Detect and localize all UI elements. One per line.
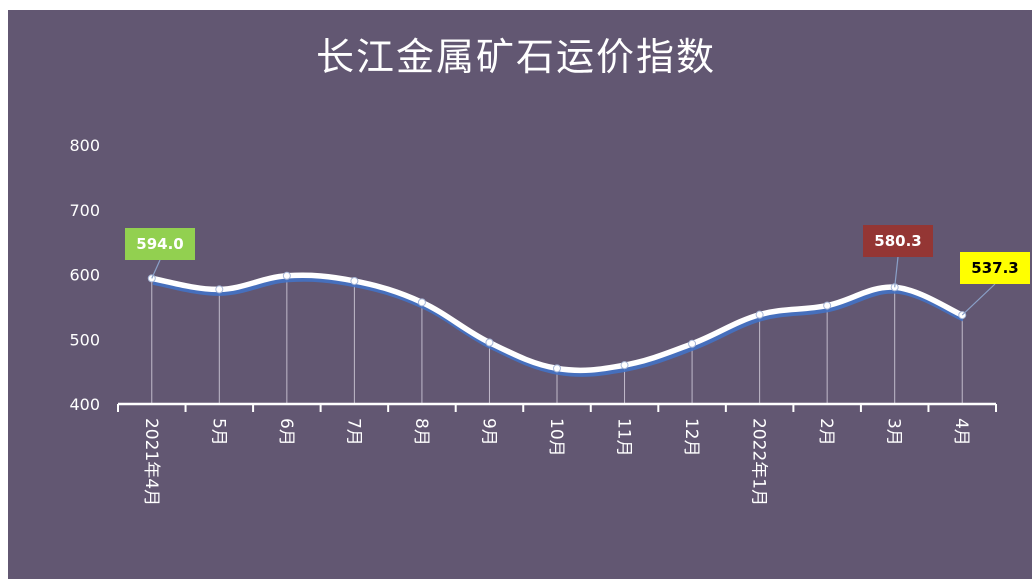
data-label-box [960, 252, 1030, 284]
label-leader-line [961, 283, 996, 316]
x-tick-label: 2021年4月 [141, 418, 161, 506]
label-leader-line [894, 256, 899, 288]
chart-title: 长江金属矿石运价指数 [315, 35, 716, 79]
y-tick-label: 700 [69, 201, 100, 220]
series-line [149, 272, 965, 374]
x-tick-label: 6月 [276, 418, 296, 446]
data-point [215, 285, 224, 294]
series-line-shadow [152, 274, 966, 377]
x-tick-label: 9月 [478, 418, 498, 446]
data-point [350, 276, 359, 285]
data-point [485, 338, 494, 347]
data-label: 580.3 [874, 232, 921, 250]
data-label-box [125, 228, 195, 260]
x-tick-label: 3月 [884, 418, 904, 446]
x-tick-label: 11月 [614, 418, 634, 457]
y-tick-label: 500 [69, 330, 100, 349]
data-label: 594.0 [136, 235, 183, 253]
y-tick-label: 800 [69, 136, 100, 155]
x-tick-label: 8月 [411, 418, 431, 446]
data-point [620, 361, 629, 370]
x-tick-label: 12月 [681, 418, 701, 457]
y-tick-label: 600 [69, 266, 100, 285]
x-tick-label: 2022年1月 [749, 418, 769, 506]
y-tick-label: 400 [69, 395, 100, 414]
data-point [282, 271, 291, 280]
data-label-box [863, 225, 933, 257]
data-point [823, 301, 832, 310]
data-label: 537.3 [971, 259, 1018, 277]
x-tick-label: 5月 [208, 418, 228, 446]
x-tick-label: 7月 [343, 418, 363, 446]
x-tick-label: 10月 [546, 418, 566, 457]
data-point [755, 310, 764, 319]
x-tick-label: 4月 [951, 418, 971, 446]
data-point [553, 364, 561, 373]
data-point [688, 339, 697, 348]
data-point [417, 298, 426, 307]
x-tick-label: 2月 [816, 418, 836, 446]
label-leader-line [151, 259, 161, 279]
